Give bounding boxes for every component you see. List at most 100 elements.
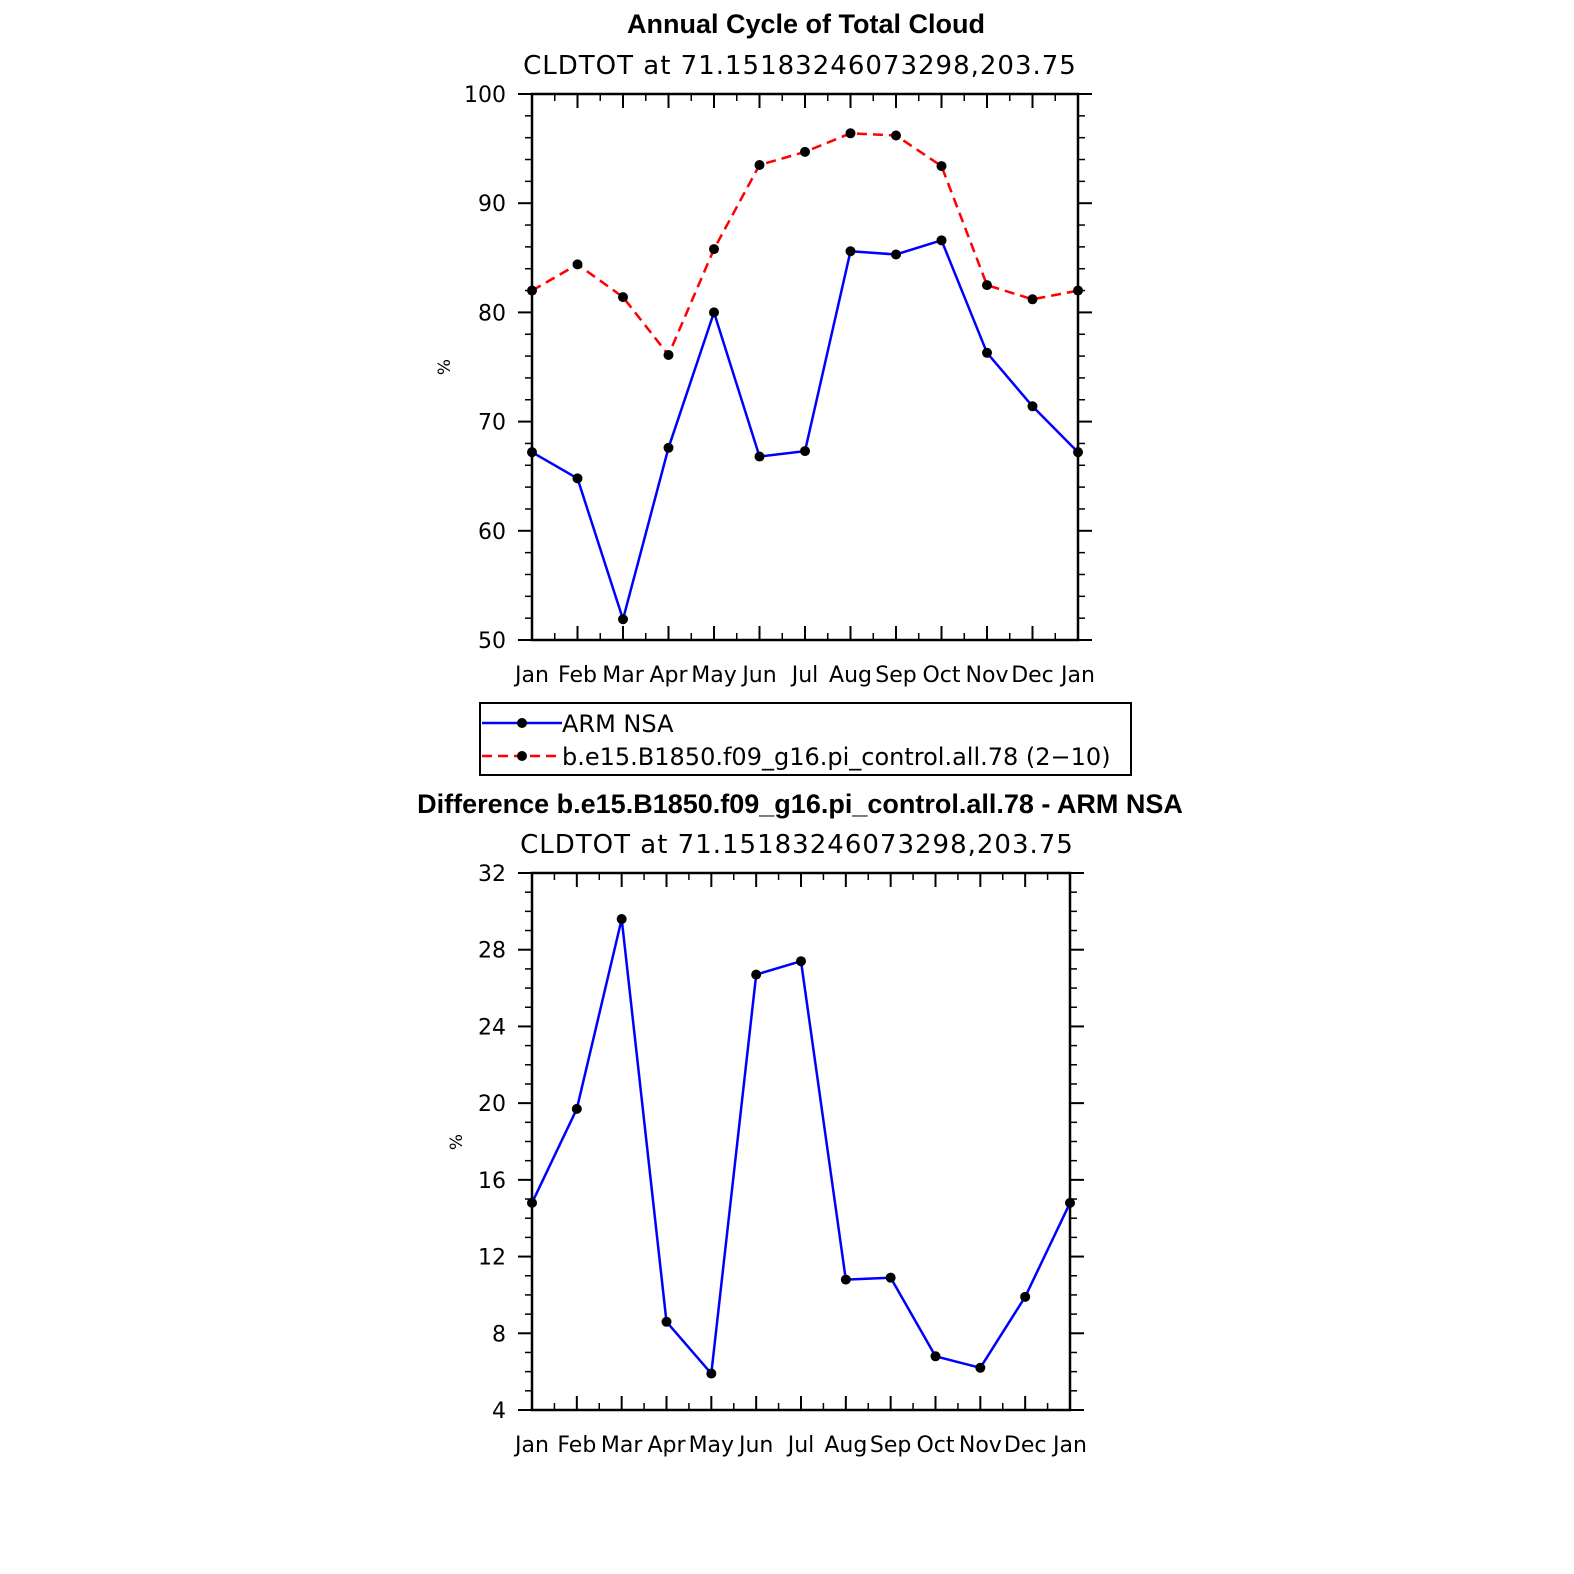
data-point-series-0 [845,246,856,257]
y-tick-label: 4 [492,1399,506,1424]
data-point-series-1 [754,159,765,170]
data-point-series-0 [1027,401,1038,412]
y-tick-label: 80 [478,301,506,326]
legend-label-model: b.e15.B1850.f09_g16.pi_control.all.78 (2… [562,743,1111,771]
x-tick-label: Feb [557,1433,596,1458]
data-point-series-0 [616,914,627,925]
y-tick-label: 20 [478,1092,506,1117]
x-tick-label: Sep [870,1433,911,1458]
legend-marker-arm-nsa [517,718,527,728]
x-tick-label: Dec [1011,663,1054,688]
data-point-series-0 [663,442,674,453]
data-point-series-1 [527,285,537,296]
x-tick-label: Jan [513,1433,549,1458]
data-point-series-0 [840,1274,851,1285]
data-point-series-0 [754,451,765,462]
plot-axes: Jan Feb Mar Apr May Jun Jul Aug Sep Oct Nov Dec Jan4… [478,862,1087,1458]
x-tick-label: Jan [513,663,549,688]
data-point-series-1 [1073,285,1083,296]
plot-axes: Jan Feb Mar Apr May Jun Jul Aug Sep Oct Nov Dec Jan5… [464,83,1095,688]
legend-box [479,702,1132,776]
data-point-series-0 [527,447,537,458]
chart-subtitle: CLDTOT at 71.15183246073298,203.75 [520,830,1074,860]
x-tick-label: Jun [737,1433,773,1458]
data-point-series-1 [982,280,992,291]
data-point-series-0 [709,307,719,318]
data-point-series-0 [975,1362,986,1373]
data-point-series-1 [936,161,947,172]
series-line-0 [530,917,1072,1375]
x-tick-label: Apr [647,1433,686,1458]
x-tick-label: May [691,663,736,688]
y-tick-label: 50 [478,629,506,654]
data-point-series-0 [800,446,810,457]
y-tick-label: 32 [478,862,506,887]
series-line-1 [531,132,1079,357]
data-point-series-0 [982,347,992,358]
difference-chart: Difference b.e15.B1850.f09_g16.pi_contro… [417,789,1183,1458]
data-point-series-0 [661,1316,672,1327]
data-point-series-0 [572,473,583,484]
y-tick-label: 60 [478,520,506,545]
x-tick-label: Aug [824,1433,867,1458]
plot-marks [527,914,1075,1379]
y-axis-label: % [447,1134,467,1150]
data-point-series-0 [891,249,901,260]
x-tick-label: Sep [875,663,916,688]
data-point-series-0 [527,1197,537,1208]
data-point-series-0 [1020,1291,1031,1302]
chart-subtitle: CLDTOT at 71.15183246073298,203.75 [523,51,1077,81]
plot-marks [527,128,1083,625]
data-point-series-0 [571,1103,582,1114]
legend-item-arm-nsa: ARM NSA [482,710,674,738]
y-tick-label: 24 [478,1015,506,1040]
data-point-series-0 [796,956,806,967]
x-tick-label: Jun [740,663,776,688]
data-point-series-1 [845,128,856,139]
x-tick-label: Nov [966,663,1009,688]
data-point-series-1 [891,130,901,141]
legend-marker-model [517,751,527,761]
x-tick-label: Aug [829,663,872,688]
x-tick-label: Jan [1059,663,1095,688]
y-tick-label: 12 [478,1246,506,1271]
y-axis-label: % [435,359,455,375]
legend-item-model: b.e15.B1850.f09_g16.pi_control.all.78 (2… [482,743,1111,771]
data-point-series-0 [618,614,628,625]
legend: ARM NSA b.e15.B1850.f09_g16.pi_control.a… [479,702,1132,776]
x-tick-label: Nov [959,1433,1002,1458]
x-tick-label: Mar [601,1433,643,1458]
data-point-series-1 [1027,294,1038,305]
chart-title: Difference b.e15.B1850.f09_g16.pi_contro… [417,789,1183,819]
data-point-series-0 [930,1351,941,1362]
data-point-series-0 [751,969,762,980]
data-point-series-1 [709,244,719,255]
x-tick-label: Jul [790,663,819,688]
x-tick-label: Apr [649,663,688,688]
annual-cycle-chart: Annual Cycle of Total Cloud CLDTOT at 71… [435,9,1095,688]
y-tick-label: 70 [478,411,506,436]
y-tick-label: 16 [478,1169,506,1194]
data-point-series-1 [800,146,810,157]
plot-frame [530,92,1080,642]
x-tick-label: May [689,1433,734,1458]
x-tick-label: Jul [786,1433,815,1458]
legend-label-arm-nsa: ARM NSA [562,710,674,738]
x-tick-label: Dec [1004,1433,1047,1458]
chart-title: Annual Cycle of Total Cloud [627,9,985,39]
data-point-series-1 [572,259,583,270]
data-point-series-0 [1073,447,1083,458]
y-tick-label: 28 [478,939,506,964]
data-point-series-1 [618,292,628,303]
data-point-series-0 [1065,1197,1075,1208]
data-point-series-0 [936,235,947,246]
x-tick-label: Jan [1051,1433,1087,1458]
data-point-series-1 [663,349,674,360]
y-tick-label: 8 [492,1322,506,1347]
series-line-0 [531,239,1079,621]
x-tick-label: Mar [602,663,644,688]
x-tick-label: Feb [558,663,597,688]
x-tick-label: Oct [916,1433,954,1458]
y-tick-label: 90 [478,192,506,217]
